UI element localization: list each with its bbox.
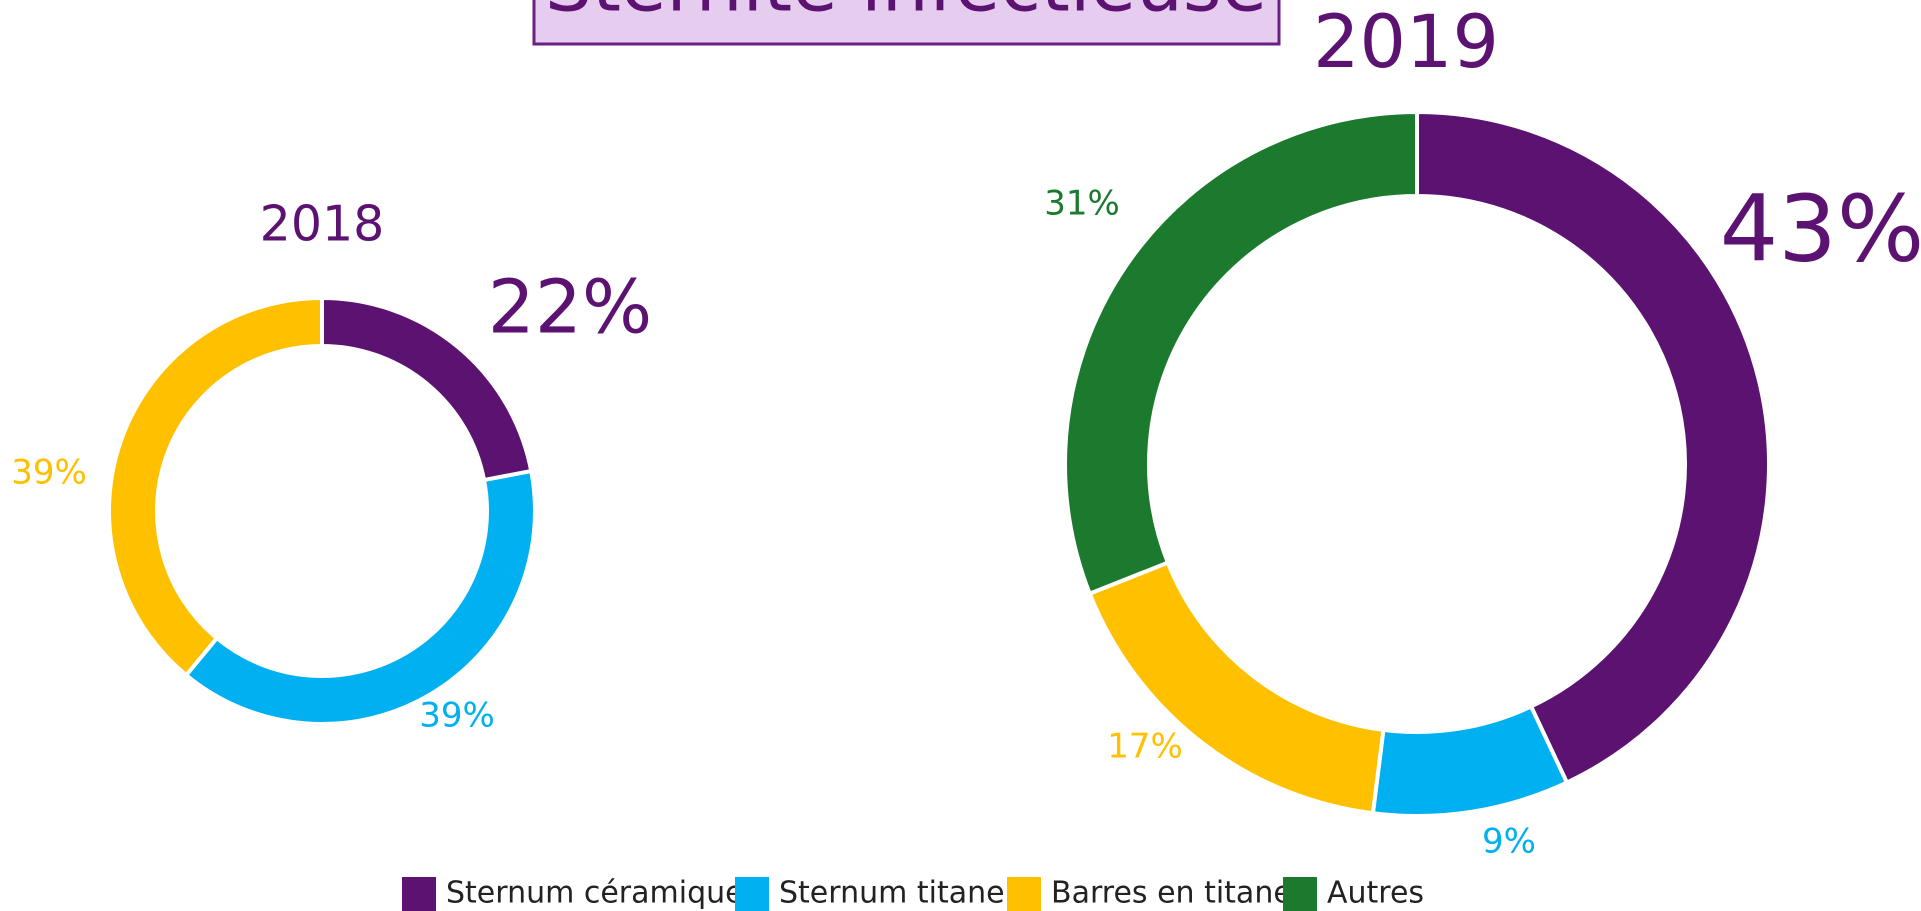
donut-slice	[1370, 703, 1570, 818]
data-label: 31%	[1044, 184, 1120, 224]
chart-subtitle: 2019	[1313, 0, 1499, 85]
legend-swatch	[1007, 877, 1041, 911]
chart-subtitle: 2018	[260, 196, 385, 253]
legend-swatch	[735, 877, 769, 911]
legend-swatch	[402, 877, 436, 911]
legend-swatch	[1283, 877, 1317, 911]
data-label: 9%	[1482, 822, 1536, 862]
donut-slice	[107, 295, 324, 678]
data-label: 39%	[11, 453, 87, 493]
donut-slice	[1063, 109, 1419, 597]
legend-label: Barres en titane	[1051, 876, 1292, 911]
donut-slice	[183, 468, 537, 726]
legend-label: Sternum titane	[779, 876, 1005, 911]
data-label: 39%	[419, 696, 495, 736]
legend-label: Sternum céramique	[446, 876, 744, 911]
data-label: 22%	[488, 265, 652, 351]
donut-slice	[1415, 109, 1771, 786]
title-box	[532, 0, 1281, 46]
data-label: 43%	[1720, 175, 1921, 282]
legend-label: Autres	[1327, 876, 1424, 911]
data-label: 17%	[1107, 727, 1183, 767]
chart-title: Sternite infectieuse	[545, 0, 1267, 29]
donut-slice	[1087, 560, 1386, 816]
